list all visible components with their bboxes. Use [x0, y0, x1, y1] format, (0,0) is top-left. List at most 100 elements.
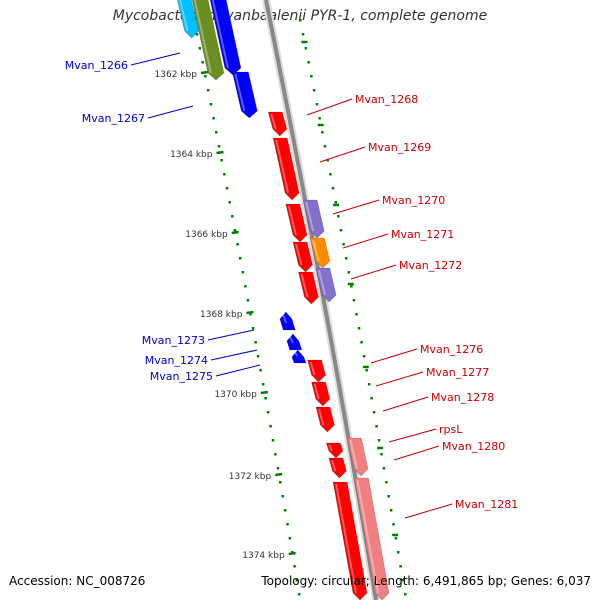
track-dot	[251, 327, 255, 330]
gene-mvan-1275	[291, 349, 307, 364]
track-dot	[298, 593, 301, 596]
right-label-leader	[342, 233, 389, 249]
track-dot	[225, 187, 229, 190]
gene-pink-2	[354, 477, 390, 600]
track-dot	[375, 425, 378, 428]
right-gene-label: Mvan_1278	[431, 391, 494, 404]
track-dot	[385, 481, 388, 484]
track-dot	[372, 411, 376, 414]
track-dot	[220, 159, 223, 162]
gene-mvan-1269-highlight	[275, 139, 290, 194]
track-dot	[387, 495, 390, 498]
scale-label: 1368 kbp	[200, 310, 243, 320]
scale-label: 1366 kbp	[185, 230, 228, 240]
gene-mvan-1271-highlight	[294, 243, 303, 266]
gene-mvan-1280-highlight	[330, 459, 337, 472]
right-label-leader	[319, 146, 366, 163]
scale-label: 1364 kbp	[170, 150, 213, 160]
track-dot	[326, 159, 329, 162]
gene-mvan-1278	[315, 406, 335, 433]
gene-pink-1-highlight	[349, 439, 359, 470]
track-dot	[377, 439, 381, 442]
right-gene-label: Mvan_1277	[426, 366, 489, 379]
track-dot	[380, 453, 383, 456]
gene-purple-2	[315, 267, 337, 303]
gene-mvan-1270	[285, 203, 308, 243]
accession-text: Accession: NC_008726	[9, 574, 146, 588]
track-dot	[264, 397, 267, 400]
right-gene-label: Mvan_1280	[442, 440, 505, 453]
topology-info: Topology: circular; Length: 6,491,865 bp…	[261, 574, 591, 588]
gene-mvan-1281	[332, 481, 368, 600]
track-dot	[321, 131, 324, 134]
label-layer: Mvan_1266 Mvan_1267 Mvan_1273 Mvan_1274 Mvan…	[65, 52, 518, 519]
gene-mvan-1267	[231, 71, 258, 119]
track-dot	[299, 19, 302, 22]
left-label-leader	[207, 329, 255, 341]
track-dot	[198, 47, 202, 50]
right-label-leader	[404, 503, 453, 519]
right-gene-label: Mvan_1281	[455, 498, 518, 511]
left-gene-label: Mvan_1274	[145, 354, 208, 367]
track-dot	[392, 523, 395, 526]
track-dot	[286, 523, 289, 526]
left-gene-label: Mvan_1275	[150, 370, 213, 383]
track-dot	[342, 243, 345, 246]
right-gene-label: Mvan_1272	[399, 259, 462, 272]
gene-orange	[309, 237, 331, 269]
right-label-leader	[350, 264, 397, 280]
track-dot	[215, 131, 218, 134]
gene-mvan-1275-highlight	[293, 351, 298, 357]
track-dot	[209, 103, 213, 106]
track-dot	[271, 439, 275, 442]
gene-mvan-1273	[279, 311, 296, 331]
scale-label: 1362 kbp	[155, 70, 198, 80]
track-dot	[334, 201, 337, 204]
track-dot	[389, 509, 393, 512]
backbone-layer	[262, 0, 380, 600]
track-dot	[399, 565, 402, 568]
track-dot	[238, 257, 242, 260]
gene-mvan-1276	[307, 359, 326, 383]
gene-mvan-1274	[286, 333, 303, 351]
right-label-leader	[370, 348, 418, 364]
gene-mvan-1277-highlight	[313, 383, 320, 400]
track-dot	[344, 257, 348, 260]
track-dot	[337, 215, 340, 218]
gene-mvan-1267-highlight	[234, 73, 246, 112]
track-dot	[212, 117, 215, 120]
track-dot	[274, 453, 277, 456]
track-dot	[362, 355, 366, 358]
scale-tick	[200, 70, 209, 75]
scale-tick	[216, 150, 224, 155]
track-dot	[301, 33, 305, 36]
scale-label: 1374 kbp	[242, 551, 285, 561]
track-dot	[350, 285, 353, 288]
gene-mvan-1268	[267, 111, 288, 137]
gene-olive-highlight	[193, 0, 212, 74]
track-dot	[382, 467, 386, 470]
gene-cyan	[177, 0, 199, 39]
scale-tick	[260, 390, 269, 395]
track-dot	[307, 61, 310, 64]
gene-mvan-1270-highlight	[287, 205, 297, 236]
track-dot	[367, 383, 371, 386]
track-dot	[293, 565, 296, 568]
track-dot	[329, 173, 332, 176]
gene-purple-1	[302, 199, 325, 239]
track-dot	[365, 369, 368, 372]
track-dot	[401, 579, 405, 582]
right-label-leader	[388, 428, 437, 443]
right-gene-label: Mvan_1270	[382, 194, 445, 207]
right-gene-label: Mvan_1276	[420, 343, 483, 356]
track-dot	[396, 551, 400, 554]
track-dot	[283, 509, 287, 512]
scale-tick	[288, 551, 296, 556]
scale-tick	[231, 230, 239, 235]
track-dot	[261, 383, 265, 386]
left-label-leader	[130, 52, 181, 66]
gene-mvan-1274-highlight	[288, 335, 294, 344]
track-dot	[404, 593, 407, 596]
gene-mvan-1271	[292, 241, 313, 273]
